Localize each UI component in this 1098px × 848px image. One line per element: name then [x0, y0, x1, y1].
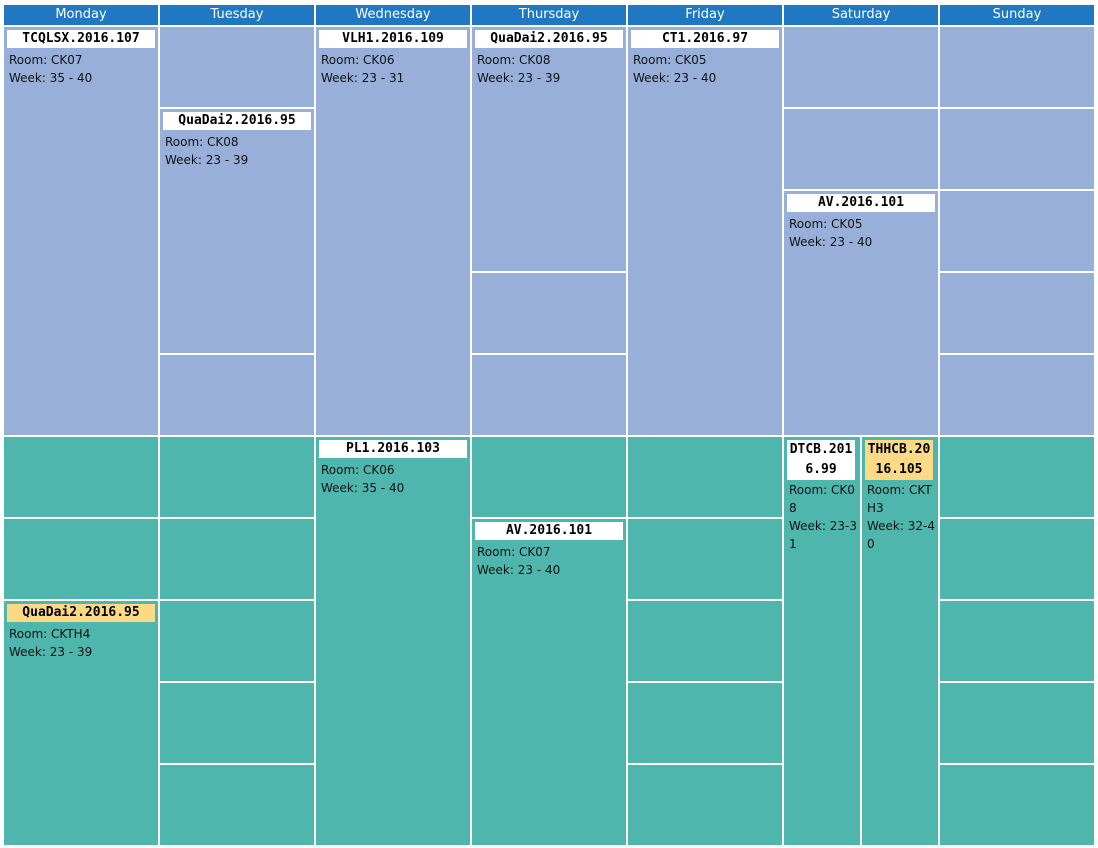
empty-slot[interactable]	[4, 519, 158, 599]
event-weeks: Week: 35 - 40	[9, 71, 93, 85]
event-course-code: DTCB.2016.99	[787, 440, 855, 480]
event-weeks: Week: 32-40	[867, 519, 935, 551]
event-room: Room: CK06	[321, 53, 395, 67]
event-room: Room: CKTH3	[867, 483, 932, 515]
event-room: Room: CKTH4	[9, 627, 91, 641]
empty-slot[interactable]	[160, 601, 314, 681]
empty-slot[interactable]	[160, 437, 314, 517]
empty-slot[interactable]	[160, 683, 314, 763]
empty-slot[interactable]	[784, 109, 938, 189]
event-card[interactable]: PL1.2016.103 Room: CK06 Week: 35 - 40	[316, 437, 470, 845]
event-weeks: Week: 23 - 40	[633, 71, 717, 85]
day-header-thursday[interactable]: Thursday	[472, 5, 626, 25]
empty-slot[interactable]	[160, 765, 314, 845]
event-card[interactable]: CT1.2016.97 Room: CK05 Week: 23 - 40	[628, 27, 782, 435]
day-header-friday[interactable]: Friday	[628, 5, 782, 25]
event-card[interactable]: AV.2016.101 Room: CK07 Week: 23 - 40	[472, 519, 626, 845]
empty-slot[interactable]	[940, 273, 1094, 353]
day-header-tuesday[interactable]: Tuesday	[160, 5, 314, 25]
event-course-code: AV.2016.101	[787, 194, 935, 212]
event-room: Room: CK08	[789, 483, 855, 515]
empty-slot[interactable]	[628, 601, 782, 681]
event-course-code: QuaDai2.2016.95	[7, 604, 155, 622]
event-weeks: Week: 23 - 40	[477, 563, 561, 577]
empty-slot[interactable]	[160, 519, 314, 599]
empty-slot[interactable]	[940, 109, 1094, 189]
event-course-code: AV.2016.101	[475, 522, 623, 540]
day-header-monday[interactable]: Monday	[4, 5, 158, 25]
empty-slot[interactable]	[784, 27, 938, 107]
event-weeks: Week: 23 - 39	[477, 71, 561, 85]
event-course-code: PL1.2016.103	[319, 440, 467, 458]
empty-slot[interactable]	[160, 27, 314, 107]
event-room: Room: CK08	[477, 53, 551, 67]
empty-slot[interactable]	[940, 765, 1094, 845]
empty-slot[interactable]	[940, 683, 1094, 763]
empty-slot[interactable]	[940, 601, 1094, 681]
event-course-code: CT1.2016.97	[631, 30, 779, 48]
empty-slot[interactable]	[628, 765, 782, 845]
event-course-code: THHCB.2016.105	[865, 440, 933, 480]
event-weeks: Week: 23 - 39	[165, 153, 249, 167]
event-card[interactable]: QuaDai2.2016.95 Room: CKTH4 Week: 23 - 3…	[4, 601, 158, 845]
empty-slot[interactable]	[4, 437, 158, 517]
empty-slot[interactable]	[940, 355, 1094, 435]
empty-slot[interactable]	[628, 437, 782, 517]
empty-slot[interactable]	[160, 355, 314, 435]
event-room: Room: CK08	[165, 135, 239, 149]
event-card[interactable]: QuaDai2.2016.95 Room: CK08 Week: 23 - 39	[472, 27, 626, 271]
event-card[interactable]: AV.2016.101 Room: CK05 Week: 23 - 40	[784, 191, 938, 435]
event-room: Room: CK05	[633, 53, 707, 67]
event-weeks: Week: 23-31	[789, 519, 857, 551]
event-course-code: QuaDai2.2016.95	[163, 112, 311, 130]
empty-slot[interactable]	[940, 437, 1094, 517]
empty-slot[interactable]	[472, 355, 626, 435]
empty-slot[interactable]	[472, 437, 626, 517]
empty-slot[interactable]	[472, 273, 626, 353]
day-header-saturday[interactable]: Saturday	[784, 5, 938, 25]
event-room: Room: CK06	[321, 463, 395, 477]
event-weeks: Week: 35 - 40	[321, 481, 405, 495]
event-card[interactable]: QuaDai2.2016.95 Room: CK08 Week: 23 - 39	[160, 109, 314, 353]
event-room: Room: CK07	[477, 545, 551, 559]
event-card[interactable]: TCQLSX.2016.107 Room: CK07 Week: 35 - 40	[4, 27, 158, 435]
event-weeks: Week: 23 - 40	[789, 235, 873, 249]
event-card[interactable]: THHCB.2016.105 Room: CKTH3 Week: 32-40	[862, 437, 938, 845]
empty-slot[interactable]	[940, 27, 1094, 107]
event-card[interactable]: DTCB.2016.99 Room: CK08 Week: 23-31	[784, 437, 860, 845]
event-room: Room: CK05	[789, 217, 863, 231]
event-weeks: Week: 23 - 39	[9, 645, 93, 659]
event-course-code: VLH1.2016.109	[319, 30, 467, 48]
event-card[interactable]: VLH1.2016.109 Room: CK06 Week: 23 - 31	[316, 27, 470, 435]
empty-slot[interactable]	[628, 683, 782, 763]
event-weeks: Week: 23 - 31	[321, 71, 405, 85]
empty-slot[interactable]	[940, 519, 1094, 599]
day-header-wednesday[interactable]: Wednesday	[316, 5, 470, 25]
day-header-sunday[interactable]: Sunday	[940, 5, 1094, 25]
event-course-code: QuaDai2.2016.95	[475, 30, 623, 48]
event-room: Room: CK07	[9, 53, 83, 67]
event-course-code: TCQLSX.2016.107	[7, 30, 155, 48]
empty-slot[interactable]	[940, 191, 1094, 271]
empty-slot[interactable]	[628, 519, 782, 599]
